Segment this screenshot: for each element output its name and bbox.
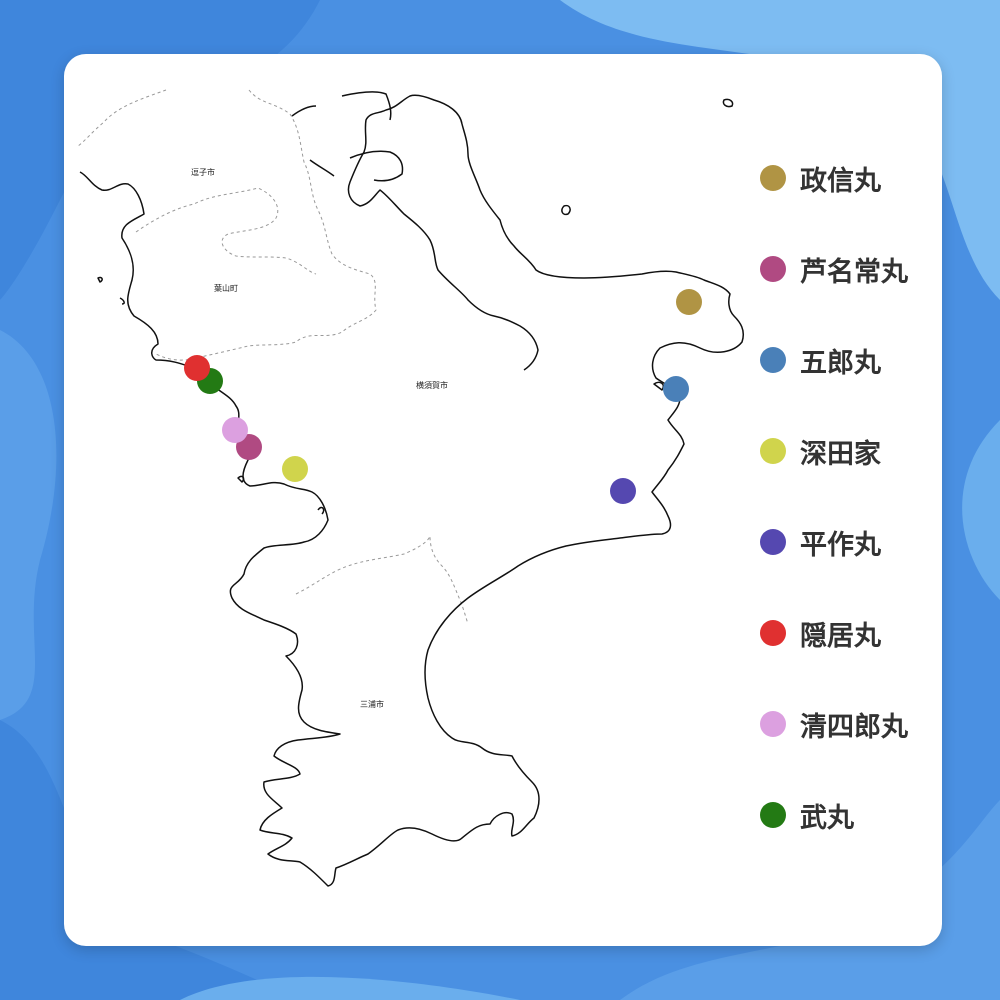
legend-label: 武丸 [800, 802, 854, 834]
map-markers [184, 289, 702, 504]
legend-item-heisaku[interactable]: 平作丸 [760, 522, 881, 562]
legend-label: 清四郎丸 [800, 711, 908, 743]
legend-label: 五郎丸 [800, 347, 881, 379]
legend-label: 平作丸 [800, 529, 881, 561]
marker-heisaku[interactable] [610, 478, 636, 504]
city-label-yokosuka: 横須賀市 [416, 380, 448, 390]
legend-item-ashina[interactable]: 芦名常丸 [760, 249, 908, 289]
legend-dot-goro [760, 347, 786, 373]
legend-item-fukada[interactable]: 深田家 [760, 431, 881, 471]
marker-fukada[interactable] [282, 456, 308, 482]
legend-label: 政信丸 [800, 165, 881, 197]
marker-seishin[interactable] [676, 289, 702, 315]
legend-item-seishiro[interactable]: 清四郎丸 [760, 704, 908, 744]
legend-item-seishin[interactable]: 政信丸 [760, 158, 881, 198]
legend-label: 深田家 [800, 438, 881, 470]
marker-goro[interactable] [663, 376, 689, 402]
legend-item-inkyo[interactable]: 隠居丸 [760, 613, 881, 653]
legend-dot-seishiro [760, 711, 786, 737]
legend-dot-seishin [760, 165, 786, 191]
legend-item-goro[interactable]: 五郎丸 [760, 340, 881, 380]
map-card: 逗子市 葉山町 横須賀市 三浦市 政信丸 芦名常丸 五郎丸 [64, 54, 942, 946]
legend-label: 隠居丸 [800, 620, 881, 652]
marker-seishiro[interactable] [222, 417, 248, 443]
legend-dot-take [760, 802, 786, 828]
legend-dot-heisaku [760, 529, 786, 555]
city-label-zushi: 逗子市 [191, 167, 215, 177]
marker-inkyo[interactable] [184, 355, 210, 381]
legend-label: 芦名常丸 [800, 256, 908, 288]
legend-item-take[interactable]: 武丸 [760, 795, 854, 835]
municipal-boundaries [77, 89, 469, 625]
city-label-miura: 三浦市 [360, 699, 384, 709]
legend-dot-fukada [760, 438, 786, 464]
city-label-hayama: 葉山町 [214, 283, 238, 293]
coastline [79, 91, 745, 887]
legend-dot-ashina [760, 256, 786, 282]
legend-dot-inkyo [760, 620, 786, 646]
map[interactable]: 逗子市 葉山町 横須賀市 三浦市 [64, 54, 942, 946]
